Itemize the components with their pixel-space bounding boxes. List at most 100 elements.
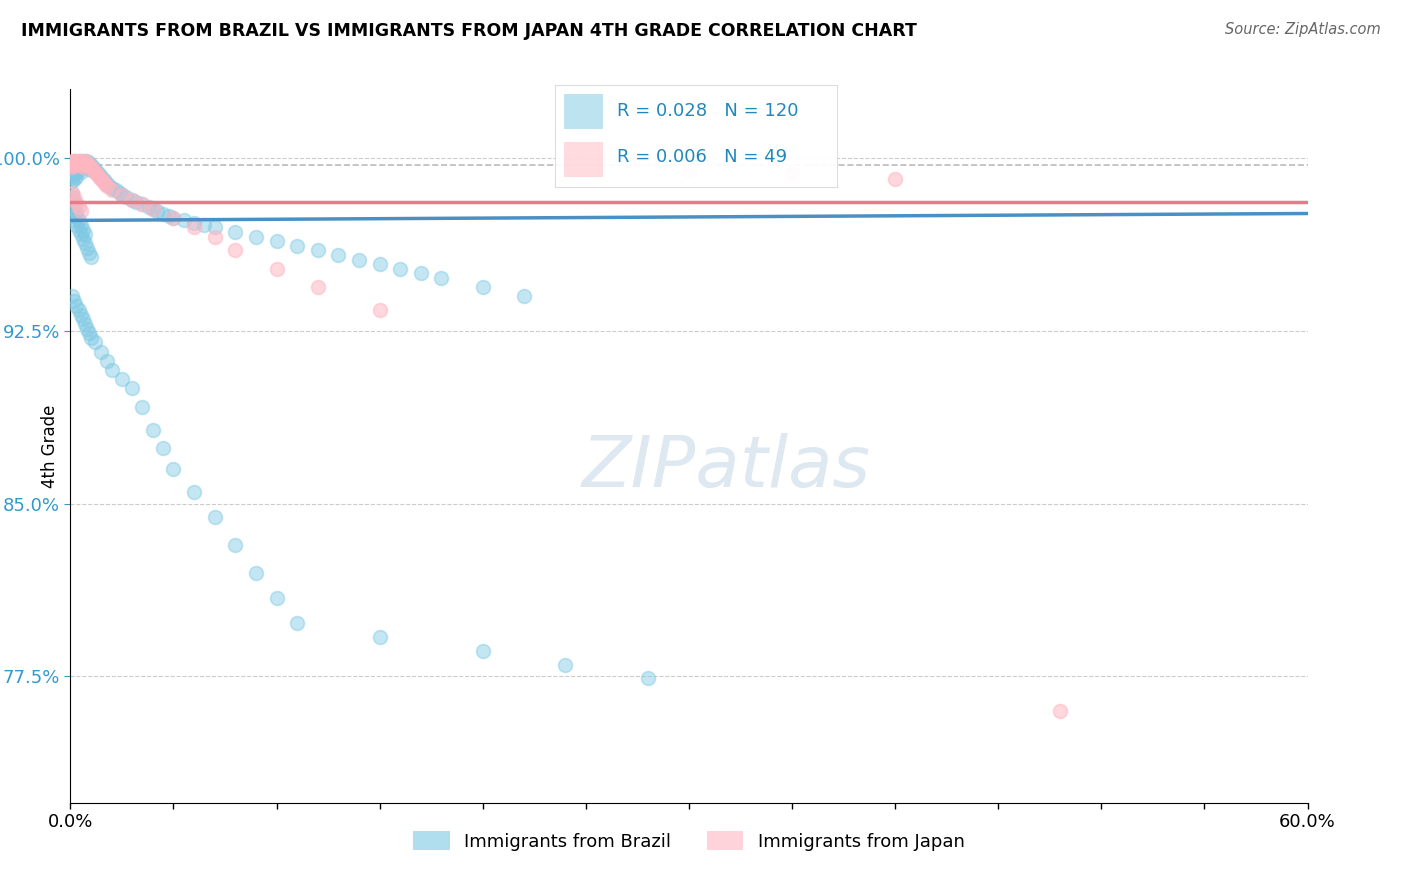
Point	[307, 244, 329, 258]
Point	[111, 372, 134, 386]
Point	[347, 252, 370, 267]
Point	[65, 156, 87, 170]
Point	[80, 158, 103, 172]
Point	[63, 158, 86, 172]
Point	[173, 213, 195, 227]
Point	[131, 400, 153, 414]
Point	[471, 644, 494, 658]
Point	[100, 184, 122, 198]
Point	[637, 672, 659, 686]
Point	[780, 167, 803, 181]
Point	[224, 538, 246, 552]
Y-axis label: 4th Grade: 4th Grade	[41, 404, 59, 488]
Point	[183, 220, 205, 235]
Point	[307, 280, 329, 294]
Point	[285, 616, 308, 631]
Point	[80, 250, 103, 264]
Point	[73, 317, 96, 331]
Point	[111, 188, 134, 202]
Point	[60, 156, 83, 170]
Point	[409, 266, 432, 280]
Point	[89, 169, 111, 184]
Point	[77, 245, 100, 260]
Point	[60, 209, 83, 223]
Text: R = 0.028   N = 120: R = 0.028 N = 120	[617, 103, 799, 120]
Point	[100, 181, 122, 195]
Point	[72, 312, 94, 326]
Point	[73, 158, 96, 172]
Point	[63, 167, 86, 181]
Point	[89, 167, 111, 181]
Point	[96, 178, 118, 193]
Point	[162, 462, 184, 476]
Point	[76, 241, 98, 255]
Text: R = 0.006   N = 49: R = 0.006 N = 49	[617, 147, 787, 166]
Point	[65, 161, 87, 175]
Point	[90, 169, 112, 184]
Point	[84, 165, 107, 179]
Point	[111, 188, 134, 202]
Point	[204, 220, 226, 235]
Point	[65, 153, 87, 168]
Point	[73, 161, 96, 175]
Point	[73, 227, 96, 242]
Point	[60, 153, 83, 168]
Legend: Immigrants from Brazil, Immigrants from Japan: Immigrants from Brazil, Immigrants from …	[406, 824, 972, 858]
Point	[389, 261, 412, 276]
Point	[77, 326, 100, 341]
Point	[108, 186, 131, 200]
Point	[884, 172, 907, 186]
Point	[142, 202, 165, 216]
Point	[125, 194, 148, 209]
Point	[72, 153, 94, 168]
Point	[67, 200, 90, 214]
Point	[63, 190, 86, 204]
Point	[67, 153, 90, 168]
Point	[266, 261, 288, 276]
Point	[121, 193, 143, 207]
Point	[69, 227, 91, 242]
Point	[368, 303, 391, 318]
Point	[90, 344, 112, 359]
Text: ZIPatlas: ZIPatlas	[582, 433, 870, 502]
Point	[77, 156, 100, 170]
Point	[65, 204, 87, 219]
Point	[67, 222, 90, 236]
Point	[678, 162, 700, 177]
Point	[65, 156, 87, 170]
Point	[142, 202, 165, 216]
Point	[67, 158, 90, 172]
Point	[72, 158, 94, 172]
Point	[69, 308, 91, 322]
Point	[60, 289, 83, 303]
Point	[98, 178, 121, 193]
Point	[82, 162, 104, 177]
Bar	[564, 94, 603, 128]
Point	[84, 335, 107, 350]
Point	[69, 161, 91, 175]
Point	[69, 158, 91, 172]
Point	[266, 591, 288, 605]
Text: Source: ZipAtlas.com: Source: ZipAtlas.com	[1225, 22, 1381, 37]
Point	[94, 177, 117, 191]
Point	[183, 485, 205, 500]
Point	[193, 218, 215, 232]
Point	[76, 156, 98, 170]
Point	[72, 222, 94, 236]
Point	[84, 162, 107, 177]
Point	[60, 174, 83, 188]
Point	[121, 381, 143, 395]
Point	[72, 232, 94, 246]
Point	[65, 299, 87, 313]
Point	[67, 213, 90, 227]
Point	[100, 363, 122, 377]
Point	[131, 197, 153, 211]
Point	[77, 161, 100, 175]
Point	[60, 161, 83, 175]
Point	[86, 167, 108, 181]
Point	[72, 156, 94, 170]
Point	[60, 190, 83, 204]
Point	[183, 216, 205, 230]
Point	[77, 158, 100, 172]
Point	[65, 218, 87, 232]
